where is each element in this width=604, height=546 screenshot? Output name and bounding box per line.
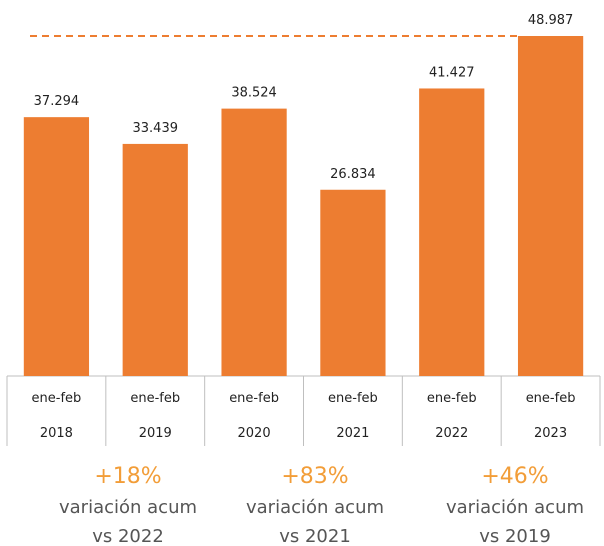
x-tick-label: ene-feb 2020 [229, 391, 279, 441]
change-annotation: +83% [281, 464, 349, 489]
bar [122, 143, 188, 376]
value-label: 26.834 [330, 167, 376, 182]
value-label: 37.294 [34, 94, 80, 109]
bar [517, 36, 584, 376]
bar [320, 189, 386, 376]
value-label: 48.987 [528, 13, 574, 28]
change-annotation: +18% [94, 464, 162, 489]
value-label: 33.439 [133, 121, 179, 136]
x-tick-label: ene-feb 2018 [31, 391, 82, 441]
x-tick-label: ene-feb 2019 [130, 391, 181, 441]
annotation-label: variación acum [445, 497, 585, 518]
annotation-comparison: vs 2021 [279, 526, 351, 546]
bar [221, 108, 287, 376]
x-tick-label: ene-feb 2022 [426, 391, 477, 441]
annotation-comparison: vs 2022 [92, 526, 164, 546]
value-label: 41.427 [429, 65, 475, 80]
change-annotation: +46% [481, 464, 549, 489]
annotation-label: variación acum [58, 497, 198, 518]
value-label: 38.524 [231, 86, 277, 101]
bar [419, 88, 485, 376]
x-tick-label: ene-feb 2023 [525, 391, 576, 441]
bar [23, 117, 90, 377]
x-tick-label: ene-feb 2021 [328, 391, 378, 441]
annotation-comparison: vs 2019 [479, 526, 551, 546]
annotation-label: variación acum [245, 497, 385, 518]
